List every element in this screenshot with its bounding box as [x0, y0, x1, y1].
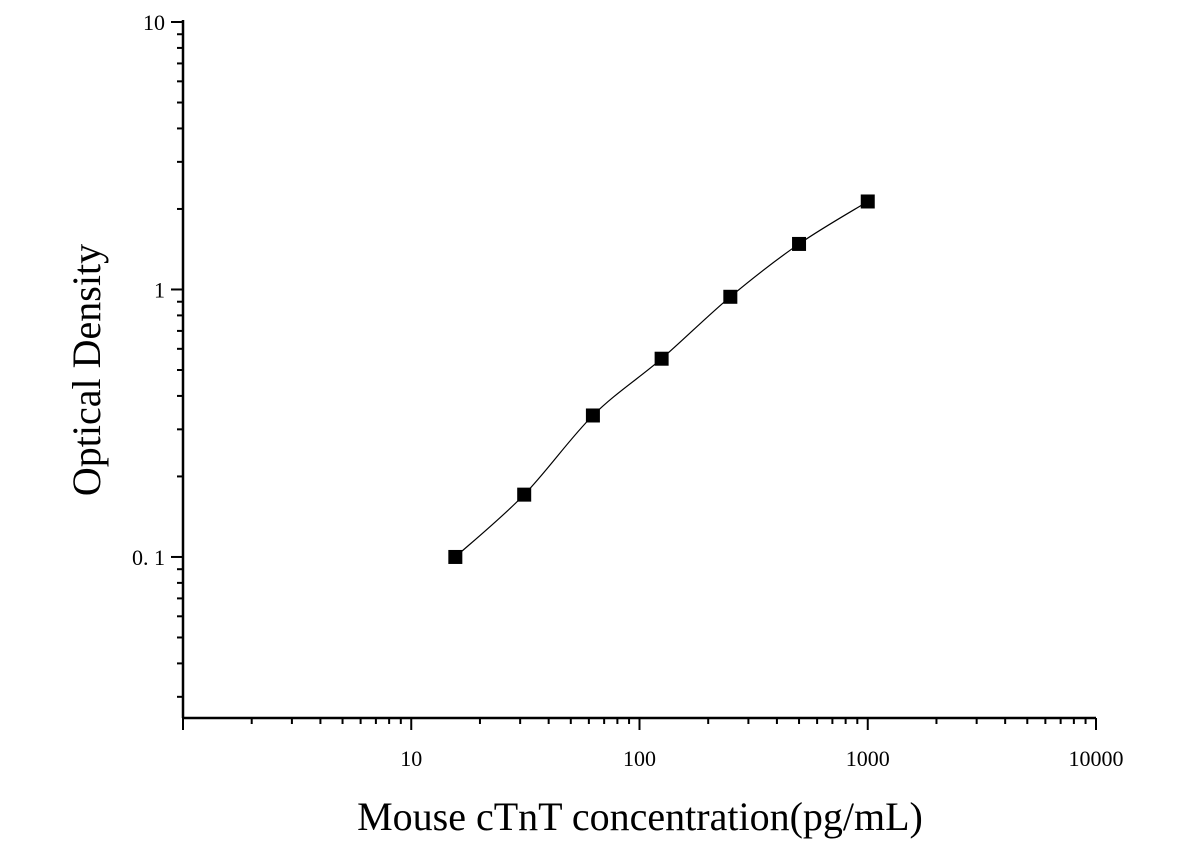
data-point [517, 487, 532, 502]
x-axis-label: Mouse cTnT concentration(pg/mL) [357, 794, 923, 839]
x-tick-label: 1000 [846, 746, 890, 771]
y-tick-label: 10 [143, 10, 165, 35]
data-point [792, 236, 807, 251]
data-point [654, 351, 669, 366]
x-tick-label: 10 [400, 746, 422, 771]
data-point [723, 289, 738, 304]
y-axis-label: Optical Density [64, 244, 109, 496]
fit-curve-group [454, 200, 869, 558]
y-tick-label: 1 [154, 277, 165, 302]
y-tick-label: 0. 1 [132, 545, 165, 570]
axes: 10 100 1000 10000 0. 1 1 10 [132, 10, 1124, 771]
x-tick-label: 10000 [1069, 746, 1124, 771]
data-point [860, 194, 875, 209]
data-point [585, 408, 600, 423]
data-point [448, 549, 463, 564]
data-points [448, 194, 875, 564]
fit-curve [454, 200, 869, 558]
axis-labels: Mouse cTnT concentration(pg/mL) Optical … [64, 244, 923, 839]
x-tick-label: 100 [623, 746, 656, 771]
